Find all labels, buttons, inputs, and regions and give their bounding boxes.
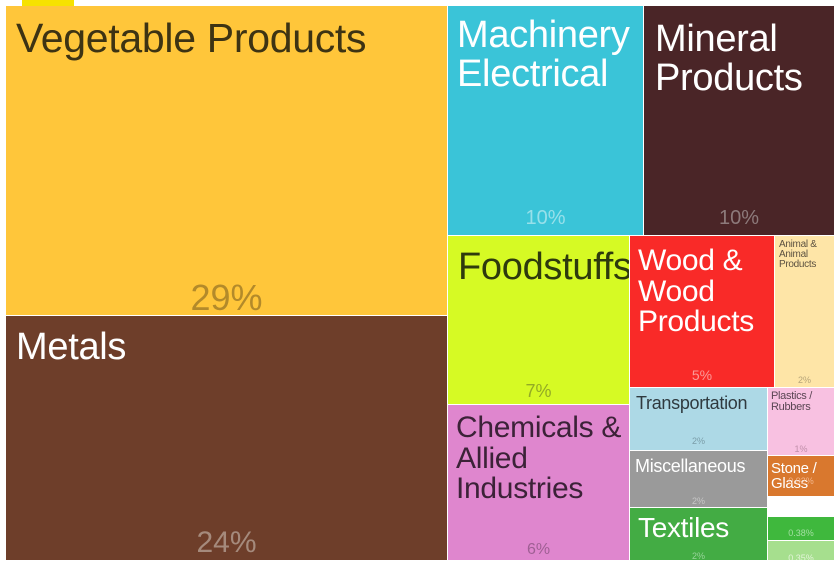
tile-percentage: 0.35%	[788, 553, 814, 561]
tile-label: Plastics / Rubbers	[771, 390, 813, 414]
treemap-tile-wood-products: Wood & Wood Products 5%	[630, 236, 775, 388]
tile-percentage: 2%	[691, 551, 705, 561]
tile-percentage: 2%	[797, 375, 811, 385]
corner-marker	[22, 0, 74, 6]
tile-label: Stone / Glass	[771, 460, 817, 493]
tile-label: Vegetable Products	[16, 15, 367, 61]
treemap-tile-small-green-2: 0.35%	[768, 541, 835, 561]
treemap-tile-plastics-rubbers: Plastics / Rubbers 1%	[768, 388, 835, 456]
tile-label: Foodstuffs	[458, 246, 630, 288]
tile-label: Machinery Electrical	[457, 14, 630, 95]
tile-percentage: 5%	[691, 367, 713, 383]
tile-percentage: 1%	[794, 444, 808, 454]
treemap-tile-transportation: Transportation 2%	[630, 388, 768, 451]
tile-percentage: 10%	[525, 207, 566, 229]
tile-percentage: 2%	[691, 436, 705, 446]
tile-percentage: 0.38%	[788, 528, 814, 538]
treemap-tile-vegetable-products: Vegetable Products 29%	[6, 6, 448, 316]
tile-label: Wood & Wood Products	[638, 244, 754, 339]
tile-label: Transportation	[636, 393, 748, 413]
treemap-tile-miscellaneous: Miscellaneous 2%	[630, 451, 768, 508]
treemap-tile-animal-products: Animal & Animal Products 2%	[775, 236, 835, 388]
treemap-tile-small-green-1: 0.38%	[768, 517, 835, 541]
tile-label: Metals	[16, 326, 127, 368]
treemap-tile-foodstuffs: Foodstuffs 7%	[448, 236, 630, 405]
tile-label: Animal & Animal Products	[779, 239, 817, 271]
tile-label: Miscellaneous	[635, 456, 746, 476]
treemap-tile-textiles: Textiles 2%	[630, 508, 768, 561]
treemap-tile-stone-glass: Stone / Glass 0.92%	[768, 456, 835, 497]
tile-percentage: 2%	[691, 496, 705, 506]
tile-percentage: 10%	[718, 207, 760, 229]
tile-percentage: 29%	[190, 277, 263, 316]
tile-label: Chemicals & Allied Industries	[456, 411, 622, 506]
tile-label: Textiles	[638, 512, 729, 543]
tile-percentage: 24%	[196, 526, 257, 559]
tile-percentage: 6%	[526, 541, 551, 558]
tile-percentage: 0.92%	[788, 476, 814, 486]
tile-label: Mineral Products	[655, 18, 803, 99]
treemap-tile-chemicals: Chemicals & Allied Industries 6%	[448, 405, 630, 561]
tile-percentage: 7%	[525, 381, 552, 401]
treemap-tile-mineral-products: Mineral Products 10%	[644, 6, 835, 236]
treemap-tile-machinery-electrical: Machinery Electrical 10%	[448, 6, 644, 236]
treemap-tile-metals: Metals 24%	[6, 316, 448, 561]
